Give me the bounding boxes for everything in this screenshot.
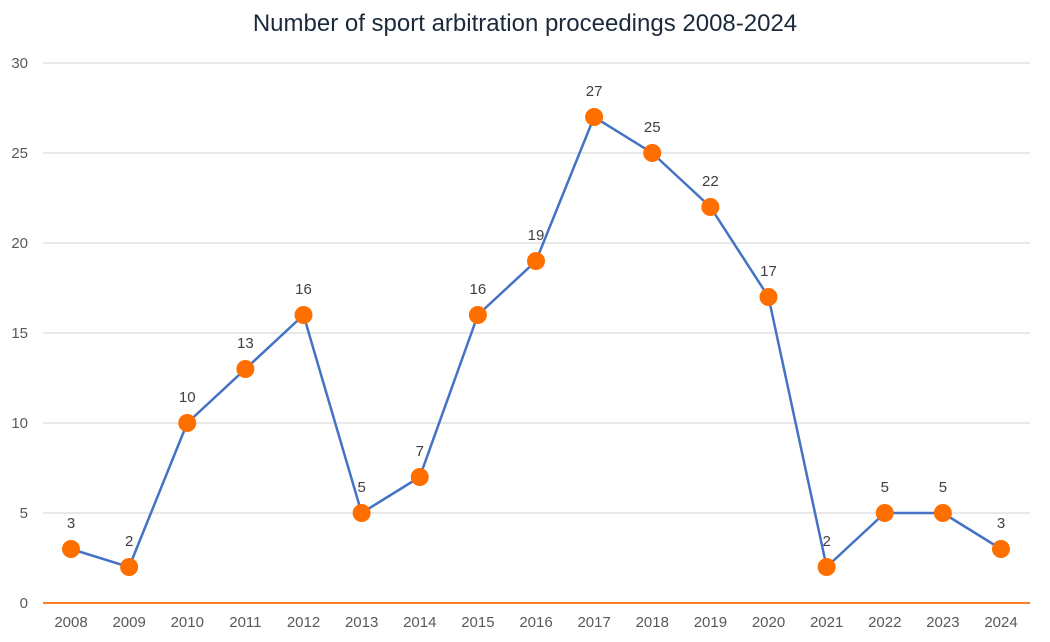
x-axis-ticks: 2008 2009 2010 2011 2012 2013 2014 2015 2016 2017…: [54, 614, 1017, 631]
x-tick-label: 2023: [926, 614, 959, 631]
series-line: [70, 115, 1002, 569]
y-tick-label: 30: [11, 55, 28, 72]
x-tick-label: 2017: [577, 614, 610, 631]
data-point: [62, 540, 80, 558]
y-tick-label: 5: [20, 505, 28, 522]
data-label: 16: [470, 281, 487, 298]
data-label: 7: [416, 443, 424, 460]
x-tick-label: 2016: [519, 614, 552, 631]
data-label: 25: [644, 119, 661, 136]
data-point: [178, 414, 197, 432]
data-label: 5: [881, 479, 889, 496]
x-tick-label: 2010: [171, 614, 204, 631]
data-point: [120, 558, 139, 576]
chart-title: Number of sport arbitration proceedings …: [252, 10, 798, 37]
x-tick-label: 2009: [112, 614, 145, 631]
data-label: 5: [357, 479, 365, 496]
x-tick-label: 2019: [694, 614, 727, 631]
data-point: [759, 288, 778, 306]
data-point: [352, 504, 371, 522]
x-tick-label: 2012: [287, 614, 320, 631]
gridlines: [43, 62, 1030, 604]
y-tick-label: 0: [20, 595, 28, 612]
y-tick-label: 25: [11, 145, 28, 162]
data-label: 10: [179, 389, 196, 406]
data-label: 16: [295, 281, 312, 298]
data-label: 22: [702, 173, 719, 190]
x-tick-label: 2020: [752, 614, 785, 631]
y-tick-label: 10: [11, 415, 28, 432]
x-tick-label: 2022: [868, 614, 901, 631]
series-lines: [70, 115, 1002, 569]
data-point: [875, 504, 894, 522]
y-tick-label: 20: [11, 235, 28, 252]
data-label: 19: [528, 227, 545, 244]
data-point: [992, 540, 1010, 558]
data-point: [701, 198, 720, 216]
data-point: [236, 360, 255, 378]
data-label: 17: [760, 263, 777, 280]
y-axis-ticks: 0 5 10 15 20 25 30: [11, 55, 28, 612]
y-tick-label: 15: [11, 325, 28, 342]
data-point: [585, 108, 604, 126]
series-markers: [62, 108, 1010, 576]
x-tick-label: 2008: [54, 614, 87, 631]
data-point: [410, 468, 429, 486]
x-tick-label: 2024: [984, 614, 1017, 631]
x-tick-label: 2014: [403, 614, 436, 631]
data-label: 5: [939, 479, 947, 496]
data-point: [933, 504, 952, 522]
data-label: 2: [125, 533, 133, 550]
x-tick-label: 2011: [229, 614, 261, 631]
x-tick-label: 2021: [810, 614, 843, 631]
data-label: 3: [67, 515, 75, 532]
x-tick-label: 2013: [345, 614, 378, 631]
data-label: 2: [822, 533, 830, 550]
data-point: [817, 558, 836, 576]
data-point: [643, 144, 662, 162]
data-point: [527, 252, 545, 270]
data-label: 13: [237, 335, 254, 352]
x-tick-label: 2018: [636, 614, 669, 631]
data-point: [294, 306, 313, 324]
data-point: [468, 306, 487, 324]
data-label: 3: [997, 515, 1005, 532]
data-label: 27: [586, 83, 603, 100]
x-tick-label: 2015: [461, 614, 494, 631]
